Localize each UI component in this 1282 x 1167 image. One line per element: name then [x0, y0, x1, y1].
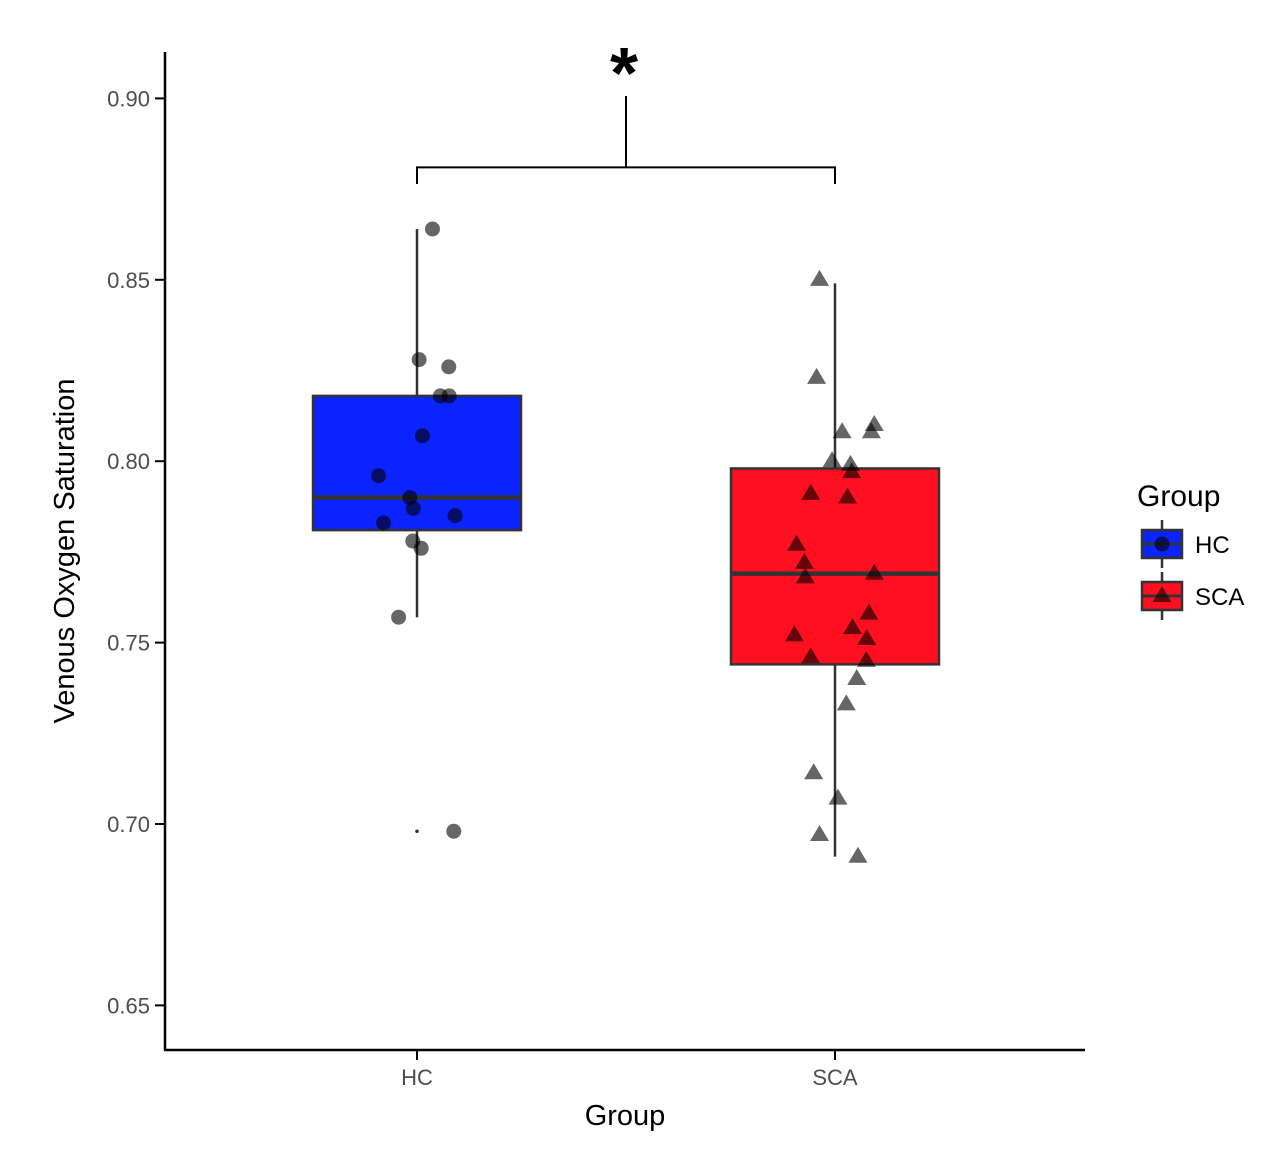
legend-label: SCA — [1195, 584, 1244, 611]
significance-label: * — [610, 34, 638, 114]
data-point-circle — [414, 428, 430, 444]
y-axis-title: Venous Oxygen Saturation — [49, 378, 81, 723]
legend-entry-hc: HC — [1140, 520, 1230, 568]
data-point-triangle — [804, 763, 824, 780]
data-point-triangle — [864, 563, 884, 580]
x-tick-label: HC — [401, 1065, 433, 1090]
legend-entry-sca: SCA — [1140, 572, 1244, 620]
data-point-triangle — [795, 567, 815, 584]
data-point-circle — [391, 609, 407, 625]
data-point-triangle — [784, 625, 804, 642]
data-point-circle — [441, 359, 457, 375]
points-layer — [371, 221, 884, 863]
significance-bracket — [416, 166, 836, 184]
ticks-layer: 0.65 0.70 0.75 0.80 0.85 0.90 HC SCA — [107, 86, 858, 1090]
data-point-triangle — [822, 451, 842, 468]
data-point-triangle — [828, 788, 848, 805]
boxes-layer — [311, 229, 941, 857]
data-point-circle — [432, 388, 448, 404]
y-tick-label: 0.90 — [107, 86, 150, 111]
y-tick-label: 0.80 — [107, 449, 150, 474]
data-point-triangle — [807, 367, 827, 384]
data-point-circle — [371, 468, 387, 484]
data-point-circle — [405, 500, 421, 516]
x-tick-label: SCA — [812, 1065, 858, 1090]
data-point-triangle — [794, 552, 814, 569]
box-sca — [729, 283, 941, 857]
data-point-triangle — [857, 629, 877, 646]
data-point-triangle — [838, 487, 858, 504]
data-point-circle — [376, 515, 392, 531]
significance-layer: * — [416, 34, 836, 184]
legend-title: Group — [1137, 480, 1220, 513]
data-point-triangle — [843, 618, 863, 635]
box-body — [729, 467, 941, 666]
data-point-triangle — [861, 422, 881, 439]
legend-marker-triangle — [1152, 586, 1172, 602]
outlier-point — [415, 829, 419, 834]
y-tick-label: 0.75 — [107, 631, 150, 656]
legend-label: HC — [1195, 532, 1230, 559]
box-hc — [311, 229, 523, 834]
data-point-triangle — [847, 668, 867, 685]
data-point-circle — [411, 352, 427, 368]
x-axis-title: Group — [585, 1100, 666, 1132]
y-tick-label: 0.65 — [107, 993, 150, 1018]
data-point-triangle — [836, 694, 856, 711]
data-point-circle — [413, 540, 429, 556]
data-point-triangle — [801, 647, 821, 664]
data-point-triangle — [856, 650, 876, 667]
data-point-triangle — [848, 846, 868, 863]
data-point-triangle — [832, 422, 852, 439]
data-point-triangle — [801, 483, 821, 500]
legend: Group HC SCA — [1137, 480, 1244, 620]
data-point-triangle — [842, 462, 862, 479]
y-tick-label: 0.85 — [107, 268, 150, 293]
data-point-circle — [446, 823, 462, 839]
legend-marker-circle — [1154, 536, 1170, 552]
data-point-triangle — [840, 454, 860, 471]
data-point-triangle — [810, 824, 830, 841]
axes-layer — [163, 52, 1085, 1052]
y-tick-label: 0.70 — [107, 812, 150, 837]
data-point-circle — [447, 508, 463, 524]
data-point-triangle — [787, 534, 807, 551]
data-point-triangle — [859, 603, 879, 620]
data-point-triangle — [810, 269, 830, 286]
legend-entries: HC SCA — [1140, 520, 1244, 620]
data-point-circle — [424, 221, 440, 237]
